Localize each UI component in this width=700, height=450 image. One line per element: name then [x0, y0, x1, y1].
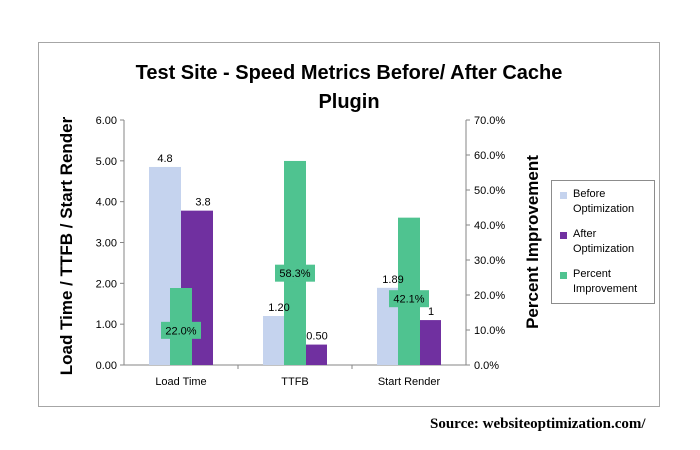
y-tick-label: 4.00	[96, 197, 117, 209]
legend-label-line: Optimization	[573, 243, 635, 255]
legend-label-line: Before	[573, 188, 606, 200]
chart-title-line: Plugin	[318, 91, 379, 113]
data-label-before: 1.20	[268, 302, 289, 314]
y2-tick-label: 30.0%	[474, 255, 505, 267]
data-label-percent-box	[161, 321, 201, 339]
y2-axis-label: Percent Improvement	[523, 155, 542, 329]
legend-swatch	[560, 272, 567, 279]
legend: Before Optimization After Optimization Perce…	[551, 180, 655, 304]
y-axis-label-text: Load Time / TTFB / Start Render	[57, 116, 76, 375]
data-label-percent: 58.3%	[279, 268, 310, 280]
y-tick-label: 0.00	[96, 360, 117, 372]
legend-swatch	[560, 192, 567, 199]
data-label-after: 3.8	[195, 197, 210, 209]
source-note: Source: websiteoptimization.com/	[430, 416, 646, 432]
legend-label-line: After	[573, 228, 597, 240]
bars	[149, 160, 441, 365]
data-labels: 4.8 3.8 22.0% 1.20 0.50 58.3% 1.89 1 42.1%	[157, 153, 434, 343]
legend-label: After Optimization	[573, 227, 653, 257]
data-label-after: 0.50	[306, 331, 327, 343]
data-label-before: 1.89	[382, 274, 403, 286]
legend-swatch	[560, 232, 567, 239]
x-tick-label: Start Render	[378, 376, 441, 388]
data-label-percent-box	[389, 290, 429, 308]
y2-tick-label: 70.0%	[474, 115, 505, 127]
y-tick-label: 1.00	[96, 319, 117, 331]
y-tick-label: 6.00	[96, 115, 117, 127]
legend-label: Before Optimization	[573, 187, 653, 217]
x-tick-label: TTFB	[281, 376, 309, 388]
data-label-before: 4.8	[157, 153, 172, 165]
data-label-percent: 42.1%	[393, 294, 424, 306]
x-tick-label: Load Time	[155, 376, 206, 388]
bar-percent-improvement	[284, 160, 306, 365]
data-label-after: 1	[428, 306, 434, 318]
y2-tick-label: 0.0%	[474, 360, 499, 372]
chart-title-line: Test Site - Speed Metrics Before/ After …	[136, 62, 563, 84]
chart-title: Test Site - Speed Metrics Before/ After …	[136, 62, 563, 113]
y-tick-label: 5.00	[96, 156, 117, 168]
y-axis-label: Load Time / TTFB / Start Render	[57, 116, 76, 375]
legend-label-line: Improvement	[573, 283, 638, 295]
legend-label: Percent Improvement	[573, 267, 653, 297]
y2-axis-label-text: Percent Improvement	[523, 155, 542, 329]
legend-label-line: Percent	[573, 268, 611, 280]
data-label-percent: 22.0%	[165, 325, 196, 337]
y2-tick-label: 50.0%	[474, 185, 505, 197]
y-tick-label: 2.00	[96, 278, 117, 290]
y2-tick-label: 40.0%	[474, 220, 505, 232]
y2-tick-label: 20.0%	[474, 290, 505, 302]
legend-label-line: Optimization	[573, 203, 635, 215]
y2-tick-label: 10.0%	[474, 325, 505, 337]
y2-tick-label: 60.0%	[474, 150, 505, 162]
y-tick-label: 3.00	[96, 238, 117, 250]
data-label-percent-box	[275, 264, 315, 282]
